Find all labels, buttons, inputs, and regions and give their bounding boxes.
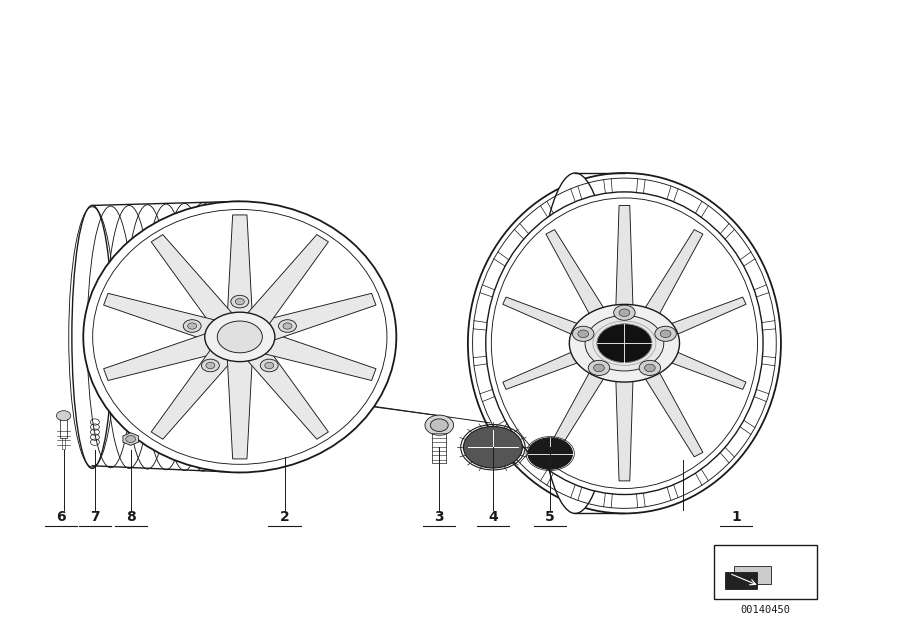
Circle shape [206,363,215,369]
Polygon shape [265,293,376,341]
Polygon shape [503,297,593,342]
Circle shape [425,415,454,435]
Circle shape [572,326,594,342]
Ellipse shape [536,173,615,513]
Circle shape [464,426,522,468]
Polygon shape [151,235,232,326]
Text: 6: 6 [56,509,66,523]
Circle shape [655,326,676,342]
Text: 8: 8 [126,509,136,523]
Circle shape [594,364,604,371]
Circle shape [589,361,609,375]
Polygon shape [616,205,634,318]
Circle shape [639,361,661,375]
Polygon shape [638,230,703,327]
Text: 7: 7 [90,509,100,523]
Polygon shape [248,235,328,326]
Circle shape [265,363,274,369]
Polygon shape [503,345,593,389]
Polygon shape [655,297,746,342]
Circle shape [644,364,655,371]
Bar [724,572,757,589]
Ellipse shape [468,173,781,513]
Circle shape [570,305,680,382]
Polygon shape [228,215,252,315]
Polygon shape [151,348,232,439]
Text: 2: 2 [280,509,290,523]
Ellipse shape [84,202,396,473]
Polygon shape [228,358,252,459]
Bar [734,565,770,584]
Polygon shape [546,230,611,327]
Circle shape [527,438,572,469]
Circle shape [188,323,196,329]
Ellipse shape [486,192,763,495]
Text: 4: 4 [488,509,498,523]
Polygon shape [104,333,215,380]
Text: 1: 1 [732,509,741,523]
Polygon shape [638,360,703,457]
Polygon shape [655,345,746,389]
Circle shape [578,330,589,338]
Circle shape [597,324,652,363]
Text: 3: 3 [435,509,444,523]
Polygon shape [546,360,611,457]
Circle shape [278,320,296,332]
Circle shape [260,359,278,372]
Polygon shape [616,368,634,481]
Polygon shape [265,333,376,380]
Circle shape [235,298,244,305]
Bar [714,545,816,598]
Polygon shape [104,293,215,341]
Circle shape [184,320,201,332]
Circle shape [661,330,671,338]
Circle shape [619,309,630,317]
Circle shape [126,436,136,443]
Polygon shape [123,432,139,445]
Ellipse shape [204,312,274,362]
Circle shape [231,295,248,308]
Circle shape [585,315,664,371]
Polygon shape [248,348,328,439]
Circle shape [430,419,448,431]
Circle shape [202,359,220,372]
Circle shape [614,305,635,321]
Text: 00140450: 00140450 [741,605,790,615]
Circle shape [57,411,71,421]
Circle shape [283,323,292,329]
Text: 5: 5 [545,509,555,523]
Ellipse shape [217,321,262,353]
